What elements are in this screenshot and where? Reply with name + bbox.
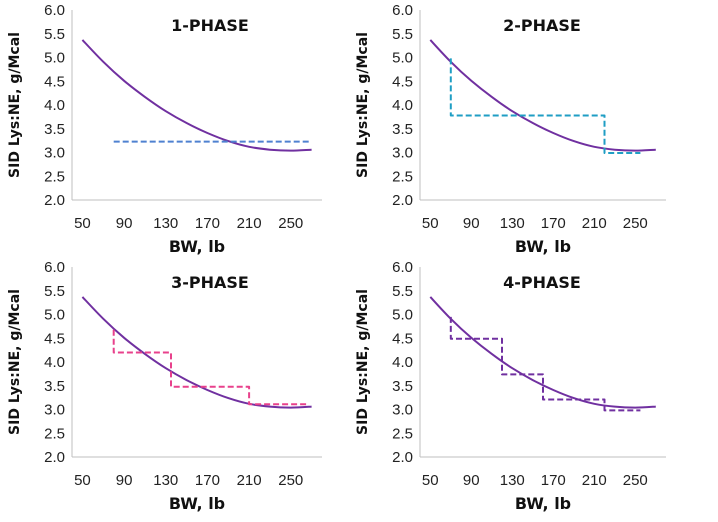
y-tick-label: 6.0 — [392, 259, 413, 276]
x-tick-label: 90 — [463, 215, 480, 232]
y-tick-label: 4.5 — [44, 73, 65, 90]
y-tick-label: 2.5 — [44, 425, 65, 442]
x-tick-label: 50 — [74, 215, 91, 232]
y-axis-label: SID Lys:NE, g/Mcal — [7, 32, 23, 178]
x-tick-label: 210 — [582, 215, 607, 232]
y-tick-label: 2.5 — [392, 168, 413, 185]
y-axis-label: SID Lys:NE, g/Mcal — [7, 289, 23, 435]
chart-panel-1: 2.0 2.5 3.0 3.5 4.0 4.5 5.0 5.5 6.0 50 90 130 170 210… — [7, 2, 322, 256]
y-tick-label: 4.5 — [392, 330, 413, 347]
x-tick-label: 250 — [278, 215, 303, 232]
y-tick-label: 4.5 — [44, 330, 65, 347]
x-tick-label: 130 — [500, 215, 525, 232]
x-tick-label: 170 — [195, 215, 220, 232]
y-tick-label: 5.0 — [44, 50, 65, 67]
y-tick-label: 2.0 — [392, 449, 413, 466]
x-tick-label: 170 — [541, 472, 566, 489]
y-tick-label: 3.5 — [44, 121, 65, 138]
y-tick-label: 4.0 — [392, 97, 413, 114]
y-tick-label: 2.0 — [44, 192, 65, 209]
x-tick-label: 90 — [116, 472, 133, 489]
x-axis-label: BW, lb — [515, 494, 571, 513]
requirement-curve-line — [81, 39, 312, 152]
y-tick-label: 5.0 — [392, 50, 413, 67]
requirement-curve-line — [429, 296, 656, 409]
x-tick-label: 250 — [278, 472, 303, 489]
x-tick-label: 130 — [153, 472, 178, 489]
x-tick-label: 50 — [74, 472, 91, 489]
phase-step-line — [449, 316, 641, 412]
x-axis-label: BW, lb — [169, 237, 225, 256]
y-tick-label: 3.5 — [392, 121, 413, 138]
x-tick-label: 170 — [541, 215, 566, 232]
y-axis-label: SID Lys:NE, g/Mcal — [355, 289, 371, 435]
x-tick-label: 130 — [153, 215, 178, 232]
y-tick-label: 4.0 — [44, 354, 65, 371]
panel-title: 2-PHASE — [503, 16, 581, 35]
panel-title: 1-PHASE — [171, 16, 249, 35]
y-tick-label: 2.0 — [44, 449, 65, 466]
x-axis-label: BW, lb — [169, 494, 225, 513]
requirement-curve-line — [81, 296, 312, 409]
y-tick-label: 6.0 — [44, 259, 65, 276]
x-tick-label: 210 — [237, 215, 262, 232]
panel-title: 4-PHASE — [503, 273, 581, 292]
y-tick-label: 3.5 — [392, 378, 413, 395]
y-tick-label: 4.0 — [44, 97, 65, 114]
y-tick-label: 5.5 — [392, 26, 413, 43]
y-tick-label: 2.5 — [44, 168, 65, 185]
x-axis-label: BW, lb — [515, 237, 571, 256]
y-tick-label: 5.5 — [392, 283, 413, 300]
y-tick-label: 4.5 — [392, 73, 413, 90]
y-tick-label: 6.0 — [392, 2, 413, 19]
x-tick-label: 90 — [116, 215, 133, 232]
x-tick-label: 210 — [237, 472, 262, 489]
y-tick-label: 2.0 — [392, 192, 413, 209]
x-tick-label: 50 — [422, 215, 439, 232]
x-tick-label: 250 — [623, 472, 648, 489]
y-tick-label: 3.0 — [44, 145, 65, 162]
x-tick-label: 210 — [582, 472, 607, 489]
x-tick-label: 250 — [623, 215, 648, 232]
y-tick-label: 5.0 — [392, 307, 413, 324]
x-tick-label: 90 — [463, 472, 480, 489]
panel-title: 3-PHASE — [171, 273, 249, 292]
x-tick-label: 50 — [422, 472, 439, 489]
chart-panel-4: 2.0 2.5 3.0 3.5 4.0 4.5 5.0 5.5 6.0 50 90 130 170 210… — [355, 259, 666, 513]
y-tick-label: 3.0 — [392, 145, 413, 162]
chart-panel-3: 2.0 2.5 3.0 3.5 4.0 4.5 5.0 5.5 6.0 50 90 130 170 210… — [7, 259, 322, 513]
y-tick-label: 4.0 — [392, 354, 413, 371]
phase-step-line — [112, 329, 307, 406]
y-tick-label: 3.5 — [44, 378, 65, 395]
phase-step-line — [449, 58, 641, 154]
chart-panel-2: 2.0 2.5 3.0 3.5 4.0 4.5 5.0 5.5 6.0 50 90 130 170 210… — [355, 2, 666, 256]
y-tick-label: 5.5 — [44, 26, 65, 43]
y-tick-label: 5.0 — [44, 307, 65, 324]
y-tick-label: 6.0 — [44, 2, 65, 19]
x-tick-label: 170 — [195, 472, 220, 489]
y-tick-label: 3.0 — [392, 402, 413, 419]
y-axis-label: SID Lys:NE, g/Mcal — [355, 32, 371, 178]
y-tick-label: 2.5 — [392, 425, 413, 442]
y-tick-label: 5.5 — [44, 283, 65, 300]
x-tick-label: 130 — [500, 472, 525, 489]
y-tick-label: 3.0 — [44, 402, 65, 419]
requirement-curve-line — [429, 39, 656, 152]
